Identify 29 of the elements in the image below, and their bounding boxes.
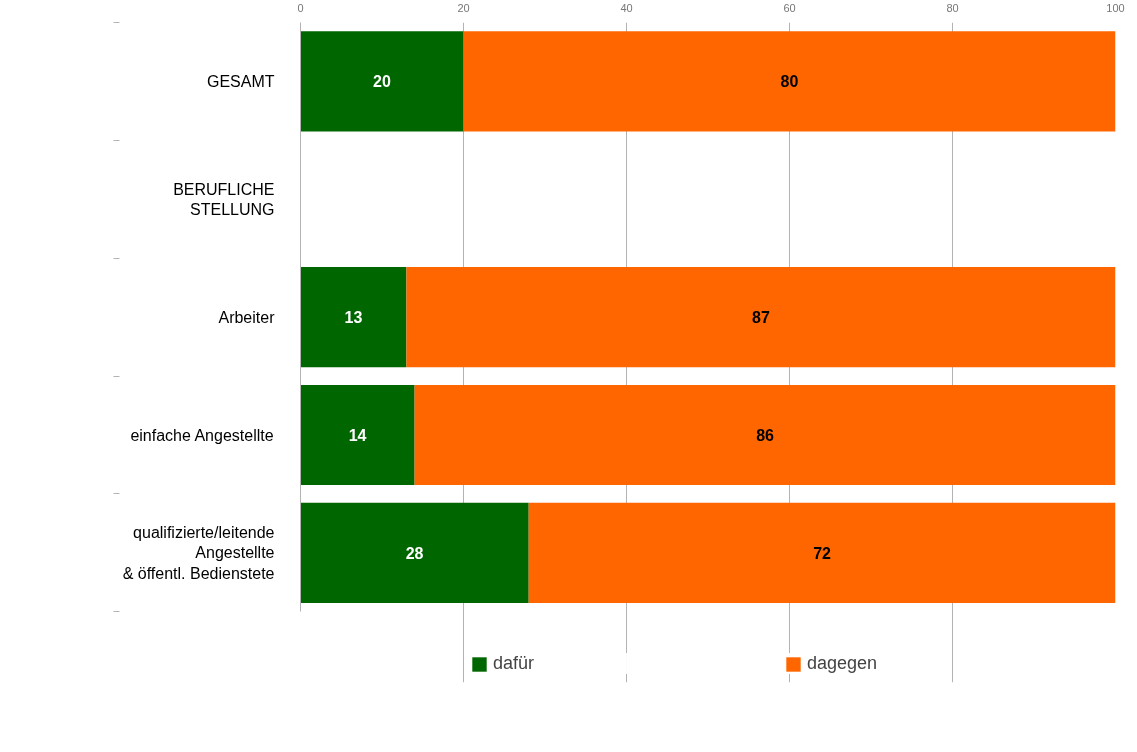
data-label: 28 — [405, 544, 424, 562]
y-tick-label: qualifizierte/leitende Angestellte & öffentl. Bedienstete — [122, 523, 275, 582]
data-label: 14 — [348, 427, 367, 444]
x-tick-label: 80 — [946, 1, 959, 14]
x-tick-label: 40 — [620, 1, 633, 14]
bar — [414, 384, 1116, 486]
bar — [300, 502, 529, 603]
bar — [300, 384, 415, 486]
x-tick-label: 100 — [1106, 1, 1125, 14]
bar — [528, 502, 1116, 603]
x-tick-label: 60 — [783, 1, 796, 14]
x-tick-label: 0 — [297, 1, 304, 14]
bar — [300, 267, 407, 368]
legend-label: dagegen — [807, 653, 878, 674]
y-tick-label: Arbeiter — [218, 308, 276, 326]
data-label: 13 — [344, 309, 363, 327]
y-tick-label: BERUFLICHE STELLUNG — [173, 180, 275, 218]
data-label: 86 — [756, 427, 775, 444]
y-tick-label: GESAMT — [206, 72, 275, 90]
bar — [406, 267, 1116, 368]
bar — [463, 31, 1116, 132]
y-tick-label: einfache Angestellte — [130, 426, 274, 444]
data-label: 20 — [373, 73, 391, 91]
data-label: 72 — [813, 544, 832, 562]
data-label: 87 — [752, 309, 770, 327]
legend-label: dafür — [493, 653, 535, 674]
data-label: 80 — [780, 73, 799, 91]
x-tick-label: 20 — [457, 1, 470, 14]
bar — [300, 31, 464, 132]
